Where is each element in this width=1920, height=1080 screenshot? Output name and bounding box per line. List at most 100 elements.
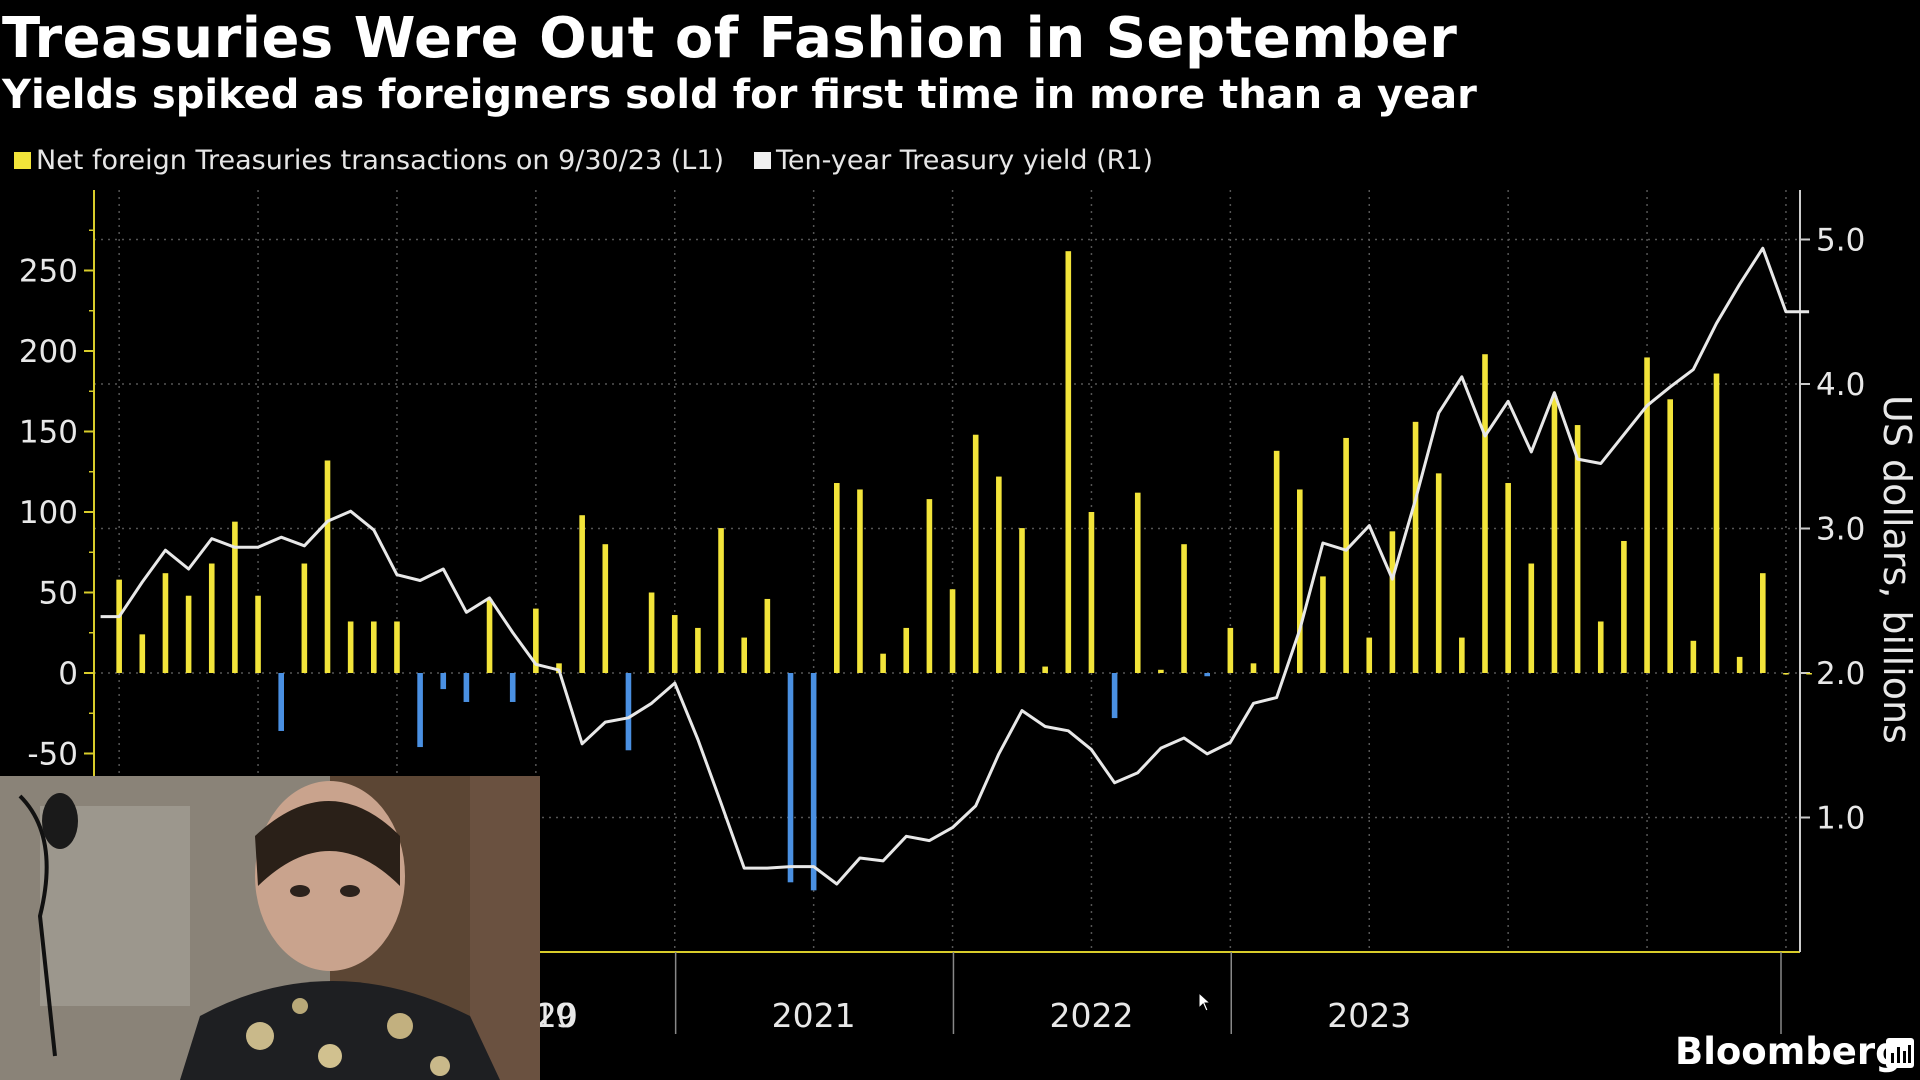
- bloomberg-logo: Bloomberg: [1675, 1030, 1902, 1073]
- bar: [1111, 673, 1118, 719]
- bar: [463, 673, 470, 702]
- mouse-cursor-icon: [1198, 991, 1212, 1016]
- bar: [1019, 528, 1025, 673]
- bar: [185, 595, 192, 673]
- bar: [1042, 666, 1048, 673]
- bar: [1343, 437, 1349, 673]
- bar: [926, 499, 933, 673]
- bar: [787, 673, 794, 883]
- bar: [764, 598, 771, 673]
- right-tick-label: 2.0: [1816, 656, 1865, 692]
- bar: [533, 608, 539, 673]
- x-tick-label: 2021: [772, 996, 856, 1035]
- x-tick-label: 2023: [1327, 996, 1411, 1035]
- bar: [949, 589, 956, 673]
- bar: [625, 673, 632, 751]
- bar: [857, 489, 863, 673]
- bar: [1713, 373, 1720, 673]
- bar: [1597, 621, 1604, 673]
- bar: [1227, 627, 1234, 673]
- webcam-overlay: [0, 776, 540, 1080]
- left-tick-label: 50: [39, 576, 78, 612]
- yield-line: [100, 246, 1810, 886]
- bar: [1690, 640, 1697, 673]
- bar: [1158, 669, 1164, 673]
- chart-subtitle: Yields spiked as foreigners sold for fir…: [2, 72, 1477, 118]
- left-tick-label: 150: [19, 415, 78, 451]
- bar: [394, 621, 400, 673]
- left-tick-label: -50: [27, 737, 78, 773]
- legend: Net foreign Treasuries transactions on 9…: [14, 145, 1183, 176]
- right-tick-label: 4.0: [1816, 367, 1865, 403]
- left-tick-label: 250: [19, 254, 78, 290]
- x-tick-label: 2022: [1049, 996, 1133, 1035]
- bar: [556, 663, 562, 673]
- bar: [810, 673, 817, 891]
- bar: [1389, 531, 1396, 673]
- bar: [741, 637, 747, 673]
- legend-swatch-white: [754, 152, 772, 169]
- left-tick-label: 0: [58, 656, 78, 692]
- bar: [1574, 425, 1581, 673]
- bar: [1250, 663, 1257, 673]
- bar: [695, 627, 701, 673]
- bar: [440, 673, 447, 690]
- bar: [1621, 540, 1627, 673]
- bar: [1760, 573, 1766, 673]
- bar: [139, 634, 146, 673]
- bloomberg-chart-icon: [1886, 1038, 1914, 1068]
- legend-item-bars: Net foreign Treasuries transactions on 9…: [14, 145, 724, 176]
- bar: [1273, 450, 1280, 673]
- bar: [116, 579, 122, 673]
- bar: [718, 528, 724, 673]
- bar: [1528, 563, 1535, 673]
- bar: [671, 615, 678, 673]
- x-tick-label: 19: [534, 996, 576, 1035]
- right-axis-title: US dollars, billions: [1875, 395, 1919, 744]
- bar: [880, 653, 886, 673]
- webcam-image: [0, 776, 540, 1080]
- left-tick-label: 200: [19, 334, 78, 370]
- bar: [1088, 512, 1095, 673]
- bar: [1412, 421, 1419, 673]
- bar: [579, 515, 585, 673]
- bar: [1065, 251, 1072, 673]
- bar: [1783, 673, 1789, 675]
- bar: [996, 476, 1002, 673]
- bar: [232, 521, 238, 673]
- bar: [371, 621, 377, 673]
- bar: [972, 434, 979, 673]
- bar: [486, 598, 493, 673]
- bar: [208, 563, 215, 673]
- bar: [417, 673, 423, 748]
- bar: [1181, 544, 1187, 673]
- legend-label-line: Ten-year Treasury yield (R1): [776, 145, 1154, 176]
- bar: [1204, 673, 1210, 677]
- bar: [301, 563, 308, 673]
- bar: [602, 544, 609, 673]
- chart-title: Treasuries Were Out of Fashion in Septem…: [2, 6, 1458, 71]
- bar: [648, 592, 655, 673]
- bar: [162, 573, 169, 673]
- bar: [1320, 576, 1326, 673]
- bar: [1482, 354, 1488, 673]
- bar: [1806, 673, 1812, 675]
- bar: [903, 627, 910, 673]
- bar: [1134, 492, 1141, 673]
- legend-swatch-yellow: [14, 152, 31, 169]
- bar: [1459, 637, 1465, 673]
- bar: [509, 673, 516, 702]
- left-tick-label: 100: [19, 495, 78, 531]
- right-tick-label: 3.0: [1816, 512, 1865, 548]
- bar: [1435, 473, 1442, 673]
- bar: [1505, 483, 1511, 673]
- bar: [324, 460, 331, 673]
- bar: [278, 673, 284, 731]
- legend-item-line: Ten-year Treasury yield (R1): [754, 145, 1153, 176]
- right-tick-label: 1.0: [1816, 801, 1865, 837]
- bar: [1297, 489, 1303, 673]
- bar: [255, 595, 261, 673]
- bar: [1667, 399, 1673, 673]
- right-tick-label: 5.0: [1816, 223, 1865, 259]
